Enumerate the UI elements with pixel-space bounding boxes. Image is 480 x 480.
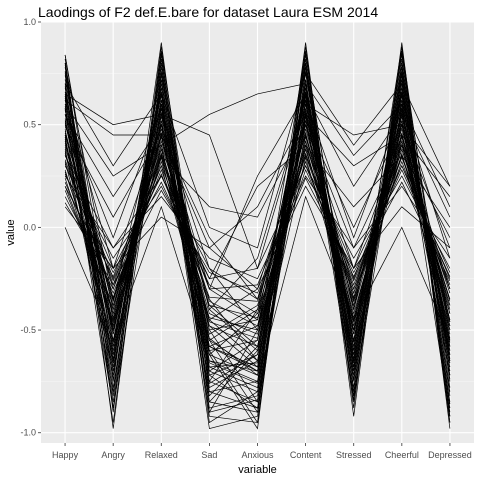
x-tick-label-angry: Angry xyxy=(101,450,125,460)
x-tick-label-sad: Sad xyxy=(201,450,217,460)
y-tick-label: 0.5 xyxy=(23,120,36,130)
series-line-65 xyxy=(64,95,451,331)
series-line-29 xyxy=(64,93,451,291)
x-tick-label-content: Content xyxy=(290,450,322,460)
y-axis-title: value xyxy=(5,219,17,245)
series-line-66 xyxy=(64,98,451,311)
series-line-21 xyxy=(64,175,451,280)
y-tick-label: 1.0 xyxy=(23,17,36,27)
y-tick-label: -0.5 xyxy=(20,325,36,335)
series-line-26 xyxy=(64,93,451,270)
x-tick-label-relaxed: Relaxed xyxy=(145,450,178,460)
series-lines xyxy=(64,42,451,430)
x-tick-label-stressed: Stressed xyxy=(336,450,372,460)
y-tick-label: -1.0 xyxy=(20,428,36,438)
x-axis: Happy Angry Relaxed Sad Anxious Content Stress… xyxy=(52,443,472,460)
series-line-69 xyxy=(64,152,451,290)
series-line-27 xyxy=(64,99,451,249)
x-tick-label-depressed: Depressed xyxy=(428,450,472,460)
series-line-31 xyxy=(64,72,451,249)
series-line-60 xyxy=(64,46,451,430)
series-line-58 xyxy=(64,168,451,315)
x-tick-label-happy: Happy xyxy=(52,450,79,460)
x-tick-label-cheerful: Cheerful xyxy=(385,450,419,460)
x-axis-title: variable xyxy=(238,464,277,476)
y-axis: -1.0 -0.5 0.0 0.5 1.0 xyxy=(20,17,41,438)
series-line-67 xyxy=(64,119,451,300)
series-line-68 xyxy=(64,65,451,331)
series-line-70 xyxy=(64,177,451,294)
series-line-54 xyxy=(64,112,451,376)
series-line-64 xyxy=(64,152,451,372)
series-line-28 xyxy=(64,83,451,207)
x-tick-label-anxious: Anxious xyxy=(241,450,274,460)
y-tick-label: 0.0 xyxy=(23,222,36,232)
series-line-43 xyxy=(64,139,451,335)
chart-title: Laodings of F2 def.E.bare for dataset La… xyxy=(38,4,378,20)
